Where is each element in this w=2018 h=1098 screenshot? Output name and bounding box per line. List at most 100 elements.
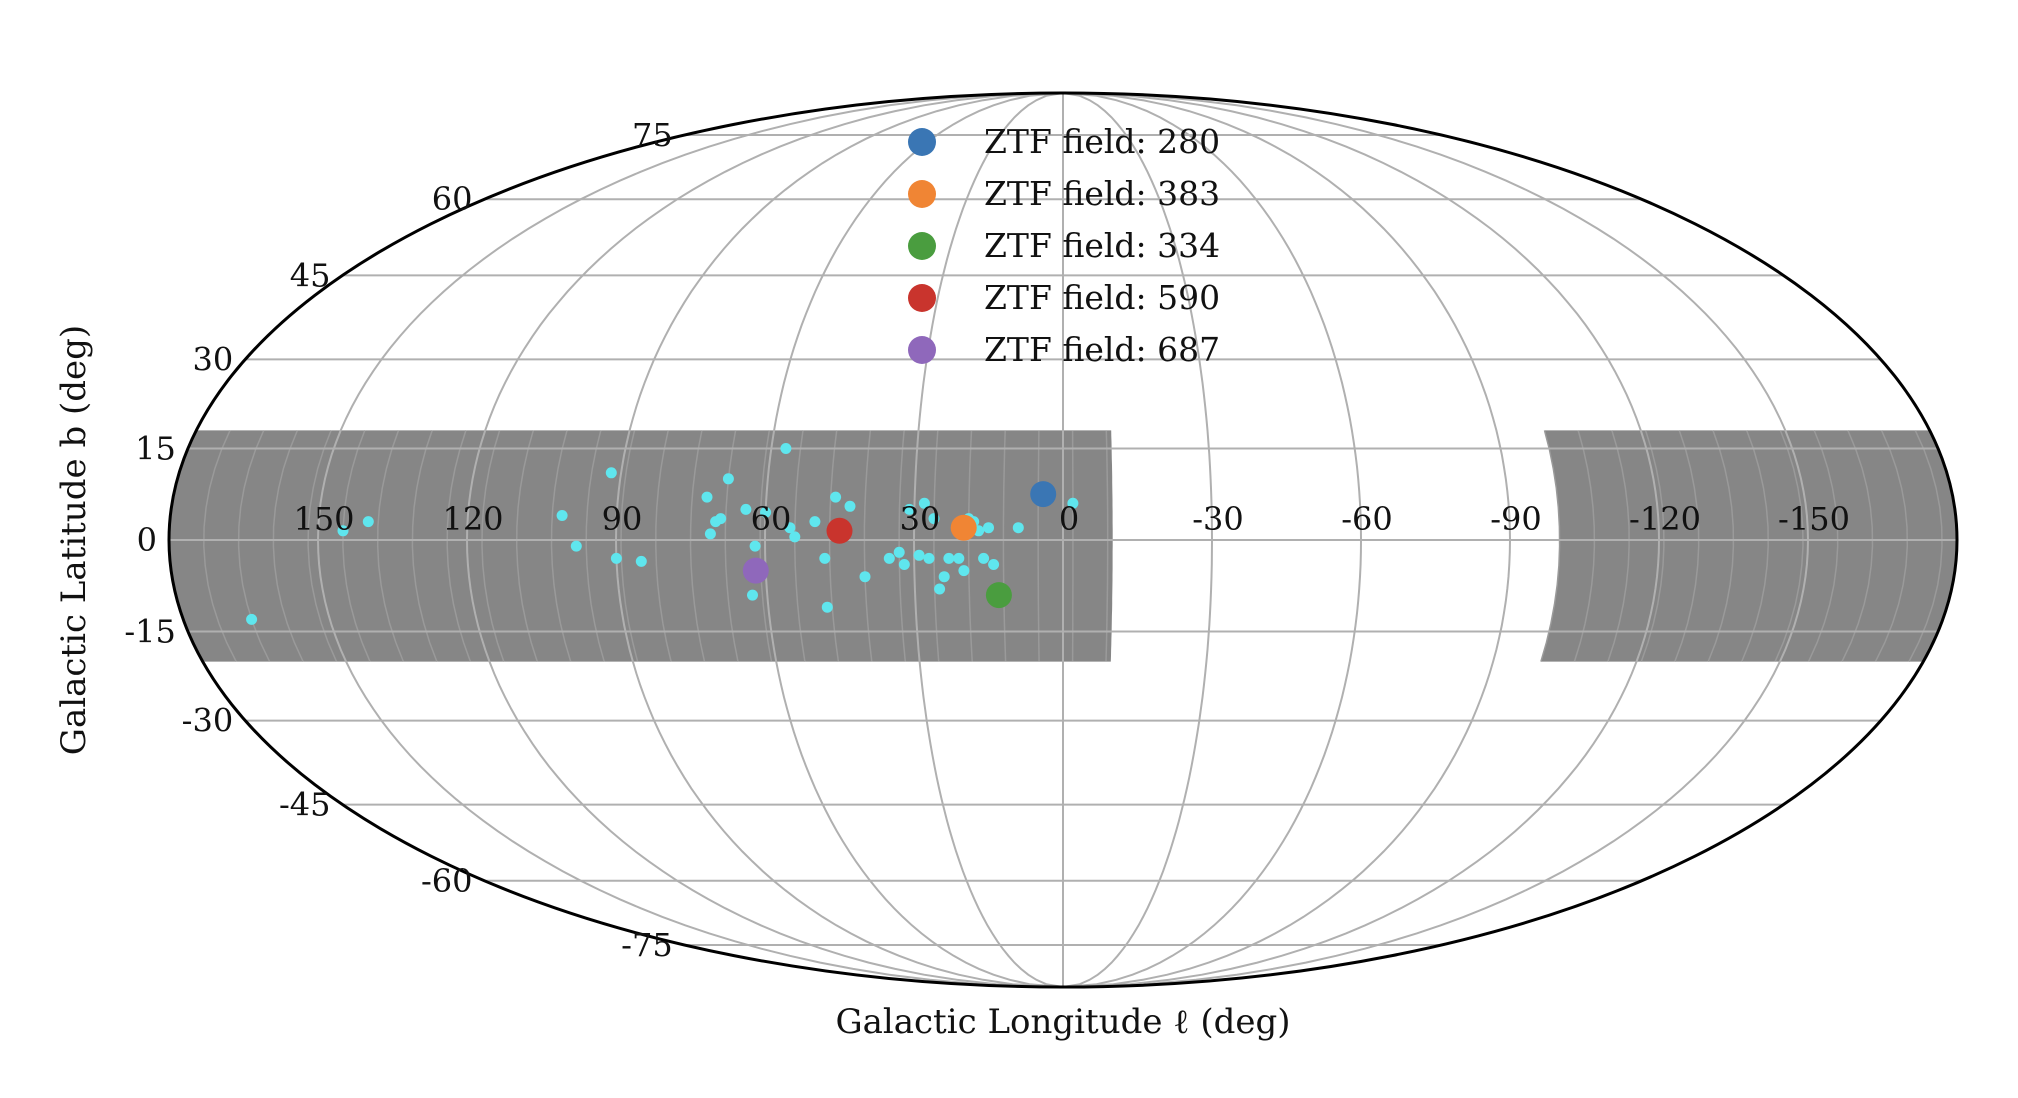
y-tick-label: 0 <box>137 521 157 559</box>
x-tick-label: 30 <box>900 500 941 538</box>
y-tick-label: -60 <box>421 862 473 900</box>
footprint-tile-edge <box>1841 430 1874 662</box>
candidate-point <box>749 540 761 552</box>
candidate-point <box>610 552 622 564</box>
x-tick-label: -90 <box>1490 500 1542 538</box>
x-tick-label: 90 <box>602 500 643 538</box>
legend-marker <box>908 284 936 312</box>
y-tick-label: 15 <box>135 430 176 468</box>
footprint-tile-edge <box>1540 430 1561 662</box>
footprint-tile-edge <box>655 430 672 662</box>
footprint-tile-edge <box>376 430 405 662</box>
footprint-tile-edge <box>1741 430 1769 662</box>
x-tick-label: 150 <box>293 500 354 538</box>
candidate-point <box>821 601 833 613</box>
candidate-point <box>760 506 772 518</box>
footprint-tile-edge <box>411 430 438 662</box>
footprint-tile-edge <box>1640 430 1665 662</box>
footprint-tile-edge <box>307 430 338 662</box>
footprint-region <box>169 430 1113 662</box>
candidate-points <box>246 443 1079 625</box>
footprint-tile-edge <box>898 430 907 662</box>
footprint-tile-edge <box>1002 430 1007 662</box>
legend-entry-label: ZTF field: 280 <box>984 122 1220 161</box>
candidate-point <box>1067 497 1079 509</box>
candidate-point <box>362 516 374 528</box>
candidate-point <box>928 513 940 525</box>
footprint-tile-edge <box>272 430 304 662</box>
footprint-tile-edge <box>481 430 505 662</box>
candidate-point <box>722 473 734 485</box>
candidate-point <box>844 500 856 512</box>
candidate-point <box>740 503 752 515</box>
x-axis-label: Galactic Longitude ℓ (deg) <box>835 1002 1290 1042</box>
footprint-region <box>1540 430 1957 662</box>
candidate-point <box>903 503 915 515</box>
longitude-tick-labels: 150 120 90 60 30 0 -30 -60 -90 -120 -150 <box>293 500 1849 538</box>
footprint-tile-edge <box>515 430 539 662</box>
candidate-point <box>918 497 930 509</box>
y-tick-label: -15 <box>124 613 176 651</box>
legend: ZTF field: 280 ZTF field: 383 ZTF field: 3… <box>908 122 1220 369</box>
candidate-point <box>337 525 349 537</box>
candidate-point <box>983 522 994 534</box>
x-tick-label: -150 <box>1778 500 1850 538</box>
y-tick-label: 60 <box>432 180 473 218</box>
legend-entry-label: ZTF field: 687 <box>984 330 1220 369</box>
footprint-tile-edge <box>1037 430 1040 662</box>
legend-marker <box>908 232 936 260</box>
footprint-tile-edge <box>1707 430 1735 662</box>
y-axis-label: Galactic Latitude b (deg) <box>54 325 94 755</box>
candidate-point <box>938 571 950 583</box>
footprint-tile-edge <box>794 430 806 662</box>
candidate-point <box>988 559 1000 570</box>
legend-entry-label: ZTF field: 383 <box>984 174 1220 213</box>
candidate-point <box>701 491 713 503</box>
footprint-tile-edge <box>933 430 940 662</box>
ztf-field-markers <box>742 481 1057 609</box>
y-tick-label: 30 <box>192 340 233 378</box>
footprint-tile-edge <box>1105 430 1109 662</box>
y-tick-label: -45 <box>279 786 331 824</box>
candidate-point <box>893 546 905 558</box>
footprint-tile-edge <box>1807 430 1839 662</box>
footprint-tile-edge <box>828 430 840 662</box>
candidate-point <box>605 467 617 479</box>
footprint-tile-edge <box>1674 430 1700 662</box>
footprint-tile-edge <box>585 430 605 662</box>
footprint-tile-edge <box>446 430 472 662</box>
candidate-point <box>883 552 895 564</box>
legend-entry-label: ZTF field: 590 <box>984 278 1220 317</box>
x-tick-label: 0 <box>1059 500 1079 538</box>
legend-marker <box>908 336 936 364</box>
candidate-point <box>923 552 935 564</box>
y-tick-label: -75 <box>621 926 673 964</box>
ztf-field-marker <box>826 517 853 544</box>
candidate-point <box>570 540 582 552</box>
footprint-tile-edge <box>1874 430 1909 662</box>
footprint-tile-edge <box>342 430 371 662</box>
candidate-point <box>934 583 946 595</box>
ztf-field-marker <box>1030 481 1057 508</box>
x-tick-label: 60 <box>751 500 792 538</box>
x-tick-label: -30 <box>1192 500 1244 538</box>
candidate-point <box>913 549 925 561</box>
footprint-tile-edge <box>1607 430 1630 662</box>
candidate-point <box>780 443 792 454</box>
footprint-tile-edge <box>1573 430 1596 662</box>
candidate-point <box>635 555 647 567</box>
x-tick-label: -60 <box>1341 500 1393 538</box>
candidate-point <box>859 571 871 583</box>
legend-marker <box>908 180 936 208</box>
candidate-point <box>1012 522 1024 534</box>
footprint-tile-edge <box>620 430 639 662</box>
ztf-footprint <box>169 430 1957 662</box>
candidate-point <box>784 522 796 534</box>
x-tick-label: 120 <box>442 500 503 538</box>
footprint-tile-edge <box>863 430 873 662</box>
footprint-tile-edge <box>203 430 237 662</box>
candidate-point <box>809 516 821 528</box>
sky-outline <box>167 91 1959 989</box>
